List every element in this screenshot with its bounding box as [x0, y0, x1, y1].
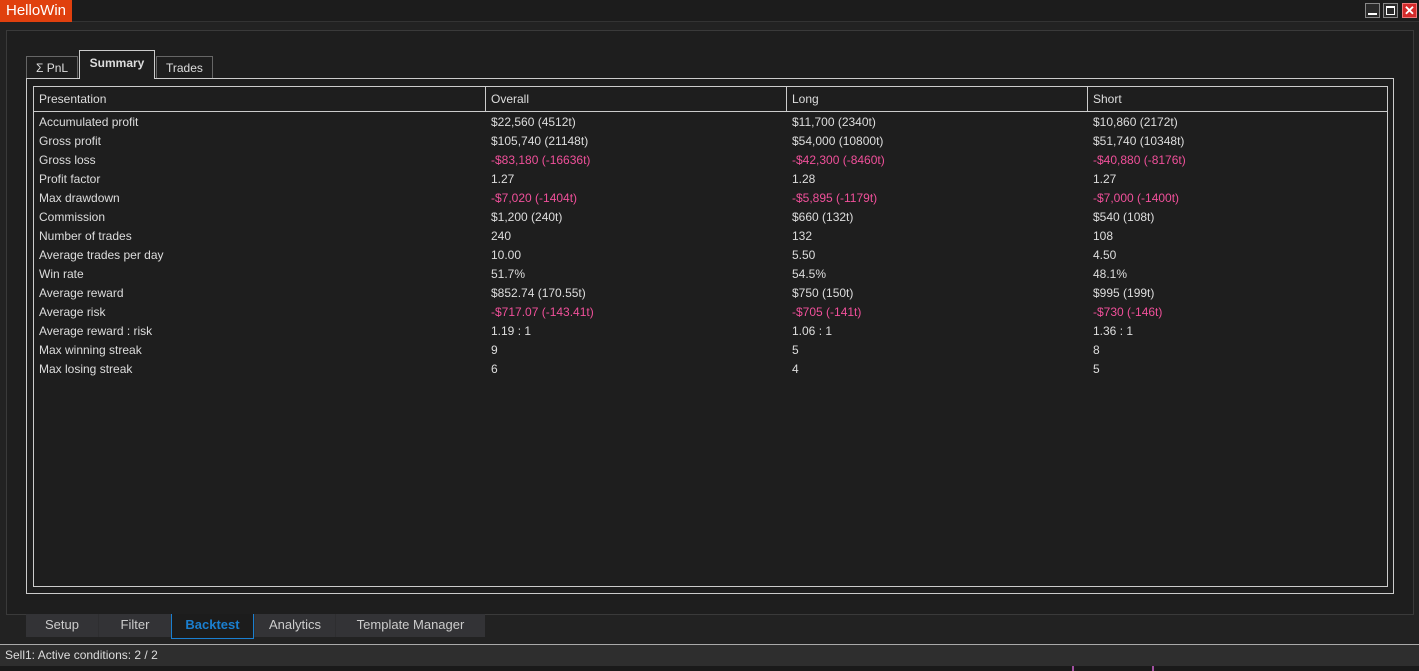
summary-panel: [26, 78, 1394, 594]
column-header-overall[interactable]: Overall: [486, 87, 787, 112]
row-label: Commission: [39, 210, 106, 224]
tab-trades[interactable]: Trades: [156, 56, 213, 79]
maximize-icon: [1386, 6, 1395, 15]
tab-template-manager[interactable]: Template Manager: [336, 614, 485, 637]
cell-short: 4.50: [1093, 248, 1117, 262]
cell-short: -$730 (-146t): [1093, 305, 1163, 319]
row-label: Max winning streak: [39, 343, 142, 357]
cell-overall: 1.19 : 1: [491, 324, 532, 338]
app-title: HelloWin: [0, 0, 73, 22]
cell-short: 108: [1093, 229, 1114, 243]
cell-overall: $1,200 (240t): [491, 210, 563, 224]
row-label: Win rate: [39, 267, 84, 281]
row-label: Number of trades: [39, 229, 132, 243]
cell-short: 1.27: [1093, 172, 1117, 186]
status-text: Sell1: Active conditions: 2 / 2: [5, 648, 158, 662]
tab-filter[interactable]: Filter: [99, 614, 171, 637]
title-bar: HelloWin ✕: [0, 0, 1419, 22]
row-label: Accumulated profit: [39, 115, 139, 129]
column-header-presentation[interactable]: Presentation: [34, 87, 486, 112]
cell-overall: $852.74 (170.55t): [491, 286, 586, 300]
cell-short: $995 (199t): [1093, 286, 1155, 300]
cell-long: -$5,895 (-1179t): [792, 191, 878, 205]
row-label: Gross loss: [39, 153, 96, 167]
cell-overall: 9: [491, 343, 498, 357]
row-label: Max losing streak: [39, 362, 133, 376]
cell-long: $660 (132t): [792, 210, 854, 224]
column-header-short[interactable]: Short: [1088, 87, 1387, 112]
cell-short: -$40,880 (-8176t): [1093, 153, 1186, 167]
cell-long: 1.06 : 1: [792, 324, 833, 338]
row-label: Average trades per day: [39, 248, 164, 262]
minimize-icon: [1368, 13, 1377, 15]
minimize-button[interactable]: [1365, 3, 1380, 18]
cell-overall: $22,560 (4512t): [491, 115, 576, 129]
row-label: Max drawdown: [39, 191, 120, 205]
cell-short: 5: [1093, 362, 1100, 376]
cell-long: -$42,300 (-8460t): [792, 153, 885, 167]
cell-short: 48.1%: [1093, 267, 1128, 281]
cell-overall: 6: [491, 362, 498, 376]
tab-backtest[interactable]: Backtest: [171, 614, 254, 639]
cell-long: 4: [792, 362, 799, 376]
row-label: Average reward: [39, 286, 124, 300]
cell-overall: -$7,020 (-1404t): [491, 191, 578, 205]
cell-overall: 1.27: [491, 172, 515, 186]
marker: [1152, 666, 1154, 671]
bottom-strip: [0, 666, 1419, 671]
cell-short: $10,860 (2172t): [1093, 115, 1178, 129]
cell-long: 54.5%: [792, 267, 827, 281]
cell-long: 132: [792, 229, 813, 243]
row-label: Average risk: [39, 305, 106, 319]
cell-long: 5: [792, 343, 799, 357]
maximize-button[interactable]: [1383, 3, 1398, 18]
tab-summary[interactable]: Summary: [79, 50, 155, 79]
cell-overall: -$717.07 (-143.41t): [491, 305, 594, 319]
summary-table: Presentation Overall Long Short Accumula…: [33, 86, 1388, 587]
row-label: Profit factor: [39, 172, 101, 186]
cell-long: $750 (150t): [792, 286, 854, 300]
cell-overall: -$83,180 (-16636t): [491, 153, 591, 167]
tab-pnl[interactable]: Σ PnL: [26, 56, 79, 79]
cell-long: $11,700 (2340t): [792, 115, 876, 129]
cell-long: $54,000 (10800t): [792, 134, 884, 148]
close-icon: ✕: [1404, 3, 1415, 18]
cell-long: 5.50: [792, 248, 816, 262]
cell-short: $51,740 (10348t): [1093, 134, 1185, 148]
close-button[interactable]: ✕: [1402, 3, 1417, 18]
row-label: Average reward : risk: [39, 324, 153, 338]
column-header-long[interactable]: Long: [787, 87, 1088, 112]
tab-analytics[interactable]: Analytics: [255, 614, 335, 637]
row-label: Gross profit: [39, 134, 102, 148]
cell-short: 8: [1093, 343, 1100, 357]
cell-short: 1.36 : 1: [1093, 324, 1134, 338]
tab-setup[interactable]: Setup: [26, 614, 98, 637]
cell-short: -$7,000 (-1400t): [1093, 191, 1180, 205]
status-bar: Sell1: Active conditions: 2 / 2: [0, 644, 1419, 666]
cell-overall: 51.7%: [491, 267, 526, 281]
cell-overall: 240: [491, 229, 512, 243]
cell-long: -$705 (-141t): [792, 305, 862, 319]
cell-overall: 10.00: [491, 248, 522, 262]
marker: [1072, 666, 1074, 671]
cell-long: 1.28: [792, 172, 816, 186]
cell-short: $540 (108t): [1093, 210, 1155, 224]
cell-overall: $105,740 (21148t): [491, 134, 589, 148]
